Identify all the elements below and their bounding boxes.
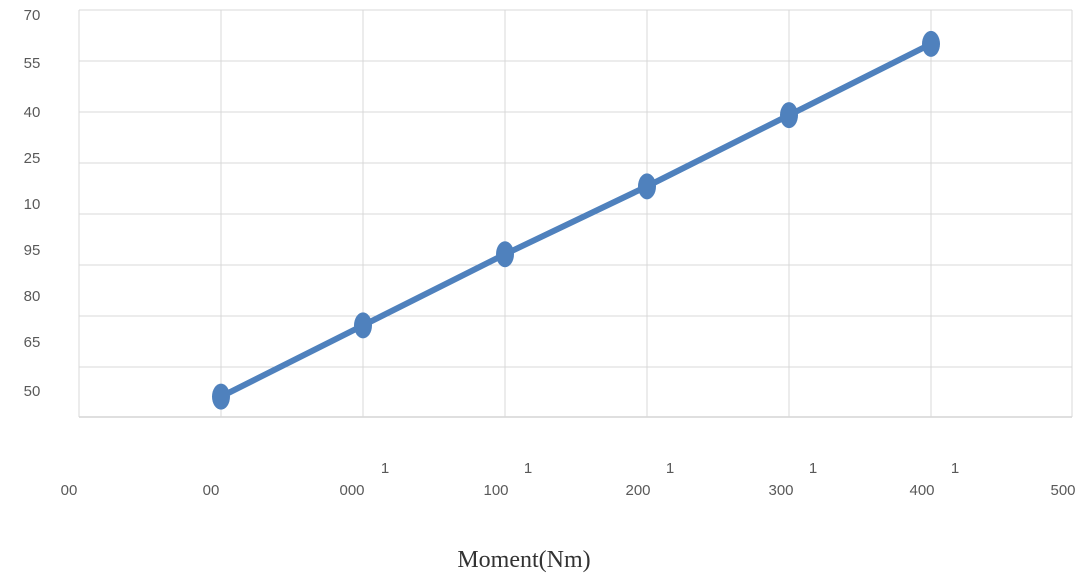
x-tick-label-prefix: 1 [524, 460, 532, 477]
y-axis-tick-labels: 70 55 40 25 10 95 80 65 50 [24, 7, 41, 400]
x-tick-label: 400 [909, 482, 934, 499]
x-tick-label-prefix: 1 [381, 460, 389, 477]
y-tick-label: 55 [24, 55, 41, 72]
series-layer [212, 30, 940, 410]
y-tick-label: 80 [24, 288, 41, 305]
x-axis-label: Moment(Nm) [457, 547, 590, 573]
data-point-marker [212, 383, 230, 410]
x-tick-label: 00 [203, 482, 220, 499]
y-tick-label: 25 [24, 150, 41, 167]
x-tick-label: 500 [1050, 482, 1075, 499]
x-tick-label-prefix: 1 [666, 460, 674, 477]
data-point-marker [780, 102, 798, 129]
y-tick-label: 50 [24, 383, 41, 400]
data-point-marker [354, 312, 372, 339]
x-tick-label: 100 [483, 482, 508, 499]
x-tick-label: 200 [625, 482, 650, 499]
x-tick-label: 000 [339, 482, 364, 499]
y-tick-label: 70 [24, 7, 41, 24]
x-tick-label: 00 [61, 482, 78, 499]
data-point-marker [496, 241, 514, 268]
data-point-marker [638, 173, 656, 200]
data-point-marker [922, 30, 940, 57]
x-tick-label-prefix: 1 [951, 460, 959, 477]
x-tick-label-prefix: 1 [809, 460, 817, 477]
gridlines [78, 9, 1073, 418]
y-tick-label: 10 [24, 196, 41, 213]
series-line [218, 40, 934, 400]
x-tick-label: 300 [768, 482, 793, 499]
y-tick-label: 40 [24, 104, 41, 121]
y-tick-label: 95 [24, 242, 41, 259]
y-tick-label: 65 [24, 334, 41, 351]
